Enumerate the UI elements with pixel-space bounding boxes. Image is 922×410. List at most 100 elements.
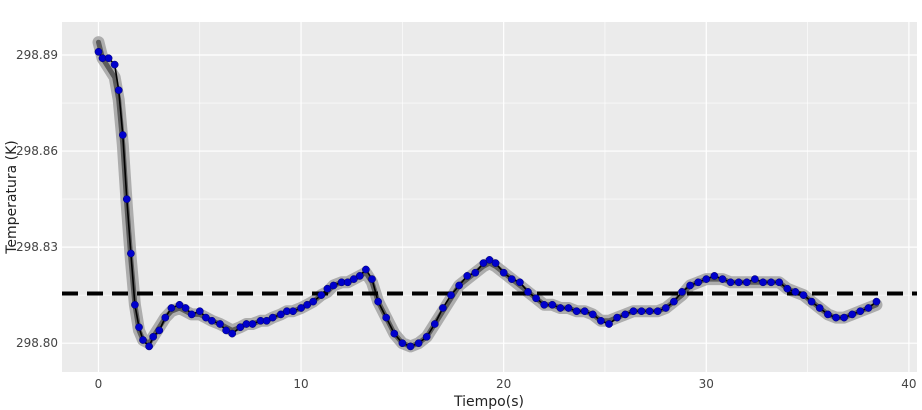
data-point [637, 307, 646, 316]
data-point [248, 320, 257, 328]
data-point [406, 342, 415, 351]
data-point [228, 329, 237, 338]
data-point [532, 294, 540, 303]
data-point [471, 268, 480, 277]
data-point [540, 300, 549, 309]
data-point [216, 320, 224, 328]
data-point [507, 275, 516, 283]
x-tick-label: 20 [496, 377, 511, 391]
data-point [653, 307, 662, 316]
data-point [155, 326, 164, 335]
data-point [175, 300, 184, 309]
x-tick-label: 40 [901, 377, 916, 391]
x-tick-label: 30 [699, 377, 714, 391]
data-point [349, 275, 358, 283]
y-tick-label: 298.89 [16, 48, 58, 62]
data-point [524, 288, 532, 296]
data-point [430, 320, 439, 328]
data-point [588, 310, 597, 319]
data-point [775, 278, 784, 287]
x-tick-label: 10 [293, 377, 308, 391]
y-tick-label: 298.80 [16, 336, 58, 350]
y-axis: 298.80 298.83 298.86 298.89 [16, 48, 58, 350]
data-point [864, 304, 873, 312]
data-point [678, 288, 686, 296]
data-point [145, 342, 153, 351]
x-tick-label: 0 [95, 377, 103, 391]
data-point [815, 304, 824, 312]
data-point [629, 307, 638, 316]
data-point [597, 316, 605, 325]
points-layer [94, 47, 881, 351]
data-point [355, 272, 364, 280]
data-point [317, 291, 326, 299]
x-axis-title: Tiempo(s) [453, 394, 524, 410]
data-point [368, 275, 376, 283]
data-point [202, 313, 210, 322]
data-point [167, 304, 176, 312]
data-point [694, 278, 703, 287]
data-point [605, 320, 613, 328]
data-point [127, 249, 135, 258]
data-point [824, 310, 832, 319]
data-point [479, 259, 488, 267]
data-point [139, 336, 147, 344]
data-point [181, 304, 190, 312]
data-point [726, 278, 735, 287]
y-axis-title: Temperatura (K) [4, 140, 20, 255]
data-point [710, 272, 719, 280]
data-point [303, 300, 312, 309]
data-point [374, 297, 382, 306]
data-point [751, 275, 759, 283]
data-point [289, 307, 297, 316]
data-point [222, 326, 230, 335]
data-point [759, 278, 767, 287]
data-point [309, 297, 318, 306]
data-point [742, 278, 751, 287]
data-point [236, 323, 245, 332]
data-point [362, 265, 370, 274]
data-point [661, 304, 670, 312]
data-point [343, 278, 352, 287]
data-point [455, 281, 463, 290]
data-point [187, 310, 196, 319]
data-point [799, 291, 808, 299]
data-point [414, 339, 423, 348]
data-point [329, 281, 338, 290]
data-point [872, 297, 881, 306]
data-point [580, 307, 589, 316]
data-point [94, 47, 103, 56]
data-point [613, 313, 621, 322]
data-point [390, 329, 399, 338]
data-point [268, 313, 277, 322]
data-point [548, 300, 557, 309]
data-point [702, 275, 711, 283]
data-point [621, 310, 630, 319]
data-point [149, 332, 158, 341]
data-point [323, 284, 332, 293]
data-point [491, 259, 500, 267]
data-point [572, 307, 581, 316]
data-point [485, 256, 494, 264]
data-point [382, 313, 391, 322]
data-point [104, 54, 113, 63]
data-point [122, 195, 131, 203]
data-point [718, 275, 727, 283]
data-point [516, 278, 524, 287]
data-point [734, 278, 743, 287]
data-point [848, 310, 857, 319]
data-point [447, 291, 455, 299]
data-point [118, 131, 127, 139]
data-point [556, 304, 565, 312]
data-point [297, 304, 305, 312]
y-tick-label: 298.86 [16, 144, 58, 158]
data-point [208, 316, 216, 325]
data-point [422, 332, 431, 341]
data-point [856, 307, 865, 316]
data-point [463, 272, 472, 280]
data-point [131, 300, 139, 309]
data-point [840, 313, 848, 322]
data-point [686, 281, 694, 290]
data-point [135, 323, 143, 332]
